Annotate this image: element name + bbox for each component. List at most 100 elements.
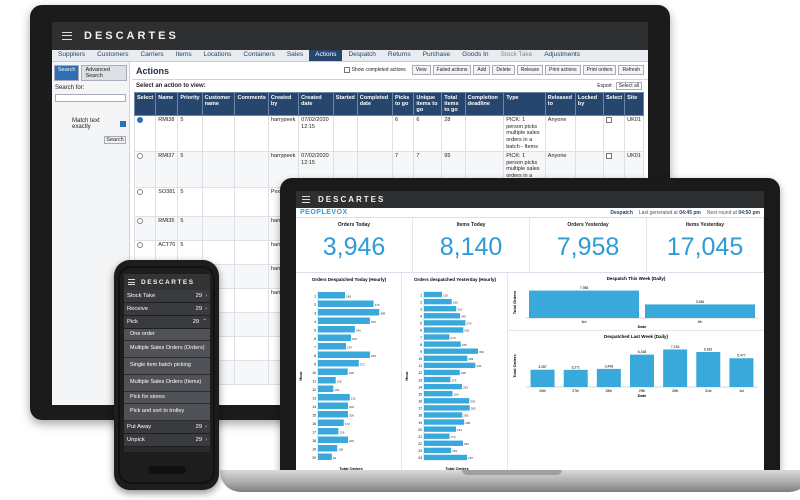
table-row[interactable]: RMI38 5 harrypeek 07/02/2020 12:15 6 6 28 PICK:… (133, 115, 644, 153)
chart-today-hourly: Orders Despatched Today (Hourly) 1 180 2 370… (296, 273, 402, 473)
menu-icon[interactable] (302, 196, 310, 203)
row-radio[interactable] (137, 218, 143, 225)
column-header[interactable]: Completed date (356, 91, 393, 117)
bar (645, 304, 755, 318)
menu-item[interactable]: Unpick 29 › (124, 434, 210, 447)
column-header[interactable]: Priority (177, 91, 203, 117)
column-header[interactable]: Locked by (574, 91, 604, 117)
row-radio[interactable] (137, 189, 143, 196)
row-radio[interactable] (137, 153, 143, 160)
nav-item-adjustments[interactable]: Adjustments (544, 51, 580, 58)
search-button[interactable]: Search (104, 136, 126, 144)
select-cell[interactable] (133, 115, 157, 153)
toolbar-delete-button[interactable]: Delete (492, 65, 515, 75)
submenu-item[interactable]: Multiple Sales Orders (Items) (124, 375, 210, 392)
data-label: 181 (452, 449, 457, 453)
tick-label: 3 (420, 307, 422, 311)
column-header[interactable]: Started (332, 91, 358, 117)
submenu-item[interactable]: Pick and sort to trolley (124, 404, 210, 421)
column-header[interactable]: Name (155, 91, 179, 117)
toolbar-print-orders-button[interactable]: Print orders (582, 65, 617, 75)
toolbar-release-button[interactable]: Release (516, 65, 544, 75)
tick-label: 31st (705, 389, 711, 393)
toolbar-failed-actions-button[interactable]: Failed actions (432, 65, 472, 75)
menu-icon[interactable] (128, 279, 135, 285)
column-header[interactable]: Released to (544, 91, 576, 117)
column-header[interactable]: Total items to go (441, 91, 466, 117)
x-axis-label: Date (638, 324, 647, 329)
next-round-time: 04:50 pm (738, 209, 760, 216)
select-cell[interactable] (133, 151, 157, 189)
column-header[interactable]: Picks to go (391, 91, 415, 117)
data-label: 408 (380, 311, 385, 315)
tick-label: 8 (420, 343, 422, 347)
nav-item-suppliers[interactable]: Suppliers (58, 51, 86, 58)
bar (318, 445, 338, 452)
cell-name: RMI35 (155, 216, 179, 242)
data-label: 215 (457, 307, 462, 311)
bar (424, 313, 460, 319)
menu-item[interactable]: Stock Take 29 › (124, 290, 210, 303)
row-radio[interactable] (137, 117, 143, 124)
tab-search[interactable]: Search (54, 65, 80, 81)
column-header[interactable]: Select (602, 91, 626, 117)
menu-item[interactable]: Pick 29 ⌃ (124, 316, 210, 329)
menu-item[interactable]: Put Away 29 › (124, 421, 210, 434)
nav-item-purchase[interactable]: Purchase (422, 51, 451, 58)
cell-comm (234, 312, 269, 338)
menu-item[interactable]: Receive 29 › (124, 303, 210, 316)
match-text-checkbox[interactable] (120, 121, 126, 127)
toolbar-add-button[interactable]: Add (473, 65, 491, 75)
search-input[interactable] (55, 94, 126, 102)
kpi-label: Items Yesterday (686, 222, 724, 228)
nav-item-carriers[interactable]: Carriers (140, 51, 164, 58)
nav-item-returns[interactable]: Returns (387, 51, 411, 58)
submenu-item[interactable]: Single item batch picking (124, 358, 210, 375)
column-header[interactable]: Created date (298, 91, 334, 117)
toolbar-refresh-button[interactable]: Refresh (618, 65, 644, 75)
submenu-item[interactable]: Pick for stores (124, 392, 210, 404)
select-cell[interactable] (133, 187, 157, 218)
data-label: 136 (339, 430, 344, 434)
show-completed-checkbox[interactable] (343, 67, 350, 73)
submenu-item[interactable]: Multiple Sales Orders (Orders) (124, 341, 210, 358)
nav-item-containers[interactable]: Containers (243, 51, 275, 58)
nav-item-actions[interactable]: Actions (309, 50, 343, 61)
dashboard-header: DESCARTES (296, 191, 764, 208)
tick-label: 4th (698, 320, 703, 324)
row-radio[interactable] (137, 242, 143, 249)
bar (318, 453, 332, 460)
column-header[interactable]: Unique items to go (413, 91, 443, 117)
column-header[interactable]: Type (503, 91, 546, 117)
nav-item-items[interactable]: Items (175, 51, 192, 58)
nav-item-despatch[interactable]: Despatch (348, 51, 376, 58)
row-checkbox[interactable] (605, 153, 612, 160)
toolbar-view-button[interactable]: View (411, 65, 431, 75)
submenu-item[interactable]: One order (124, 329, 210, 341)
despatch-link[interactable]: Despatch (610, 209, 633, 216)
nav-item-customers[interactable]: Customers (97, 51, 129, 58)
column-header[interactable]: Created by (267, 91, 300, 117)
tab-advanced-search[interactable]: Advanced Search (81, 65, 127, 81)
nav-item-locations[interactable]: Locations (203, 51, 232, 58)
row-checkbox-cell[interactable] (602, 115, 626, 153)
column-header[interactable]: Customer name (201, 91, 236, 117)
toolbar-print-actions-button[interactable]: Print actions (545, 65, 581, 75)
column-header[interactable]: Site (624, 91, 644, 117)
tick-label: 7 (420, 336, 422, 340)
tick-label: 11 (312, 379, 316, 383)
nav-item-goods-in[interactable]: Goods In (462, 51, 489, 58)
nav-item-sales[interactable]: Sales (286, 51, 304, 58)
column-header[interactable]: Comments (234, 91, 269, 117)
export-link[interactable]: Export (597, 83, 612, 89)
kpi-value: 17,045 (666, 233, 744, 261)
column-header[interactable]: Completion deadline (464, 91, 505, 117)
column-header[interactable]: Select (133, 91, 157, 117)
menu-icon[interactable] (62, 32, 72, 40)
select-all-dropdown[interactable]: Select all (615, 82, 642, 90)
row-checkbox[interactable] (605, 117, 612, 124)
tick-label: 30th (672, 389, 679, 393)
select-cell[interactable] (133, 216, 157, 242)
nav-item-stock-take[interactable]: Stock Take (500, 51, 533, 58)
tick-label: 16 (418, 400, 422, 404)
